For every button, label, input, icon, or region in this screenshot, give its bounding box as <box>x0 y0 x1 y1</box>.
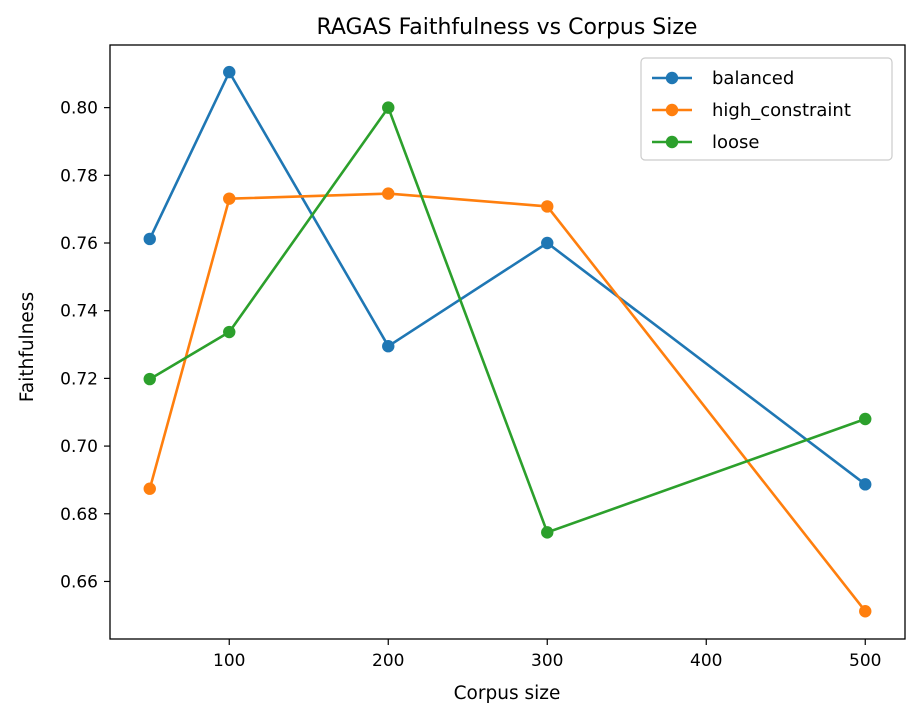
x-tick-label: 300 <box>531 651 563 671</box>
data-point-balanced <box>382 340 395 353</box>
y-tick-label: 0.76 <box>60 234 98 254</box>
y-tick-label: 0.80 <box>60 99 98 119</box>
data-point-balanced <box>143 232 156 246</box>
legend-label-high_constraint: high_constraint <box>712 100 851 121</box>
legend-marker-balanced <box>665 71 679 85</box>
chart-title: RAGAS Faithfulness vs Corpus Size <box>317 15 698 40</box>
data-point-loose <box>382 101 395 114</box>
y-tick-label: 0.66 <box>60 572 98 592</box>
y-tick-label: 0.74 <box>60 302 98 322</box>
y-tick-label: 0.72 <box>60 369 98 389</box>
data-point-balanced <box>541 236 554 250</box>
x-tick-label: 200 <box>372 651 404 671</box>
plot-area-frame <box>109 44 906 640</box>
x-tick-label: 400 <box>690 651 722 671</box>
y-tick-label: 0.78 <box>60 166 98 186</box>
data-point-loose <box>223 325 236 339</box>
y-tick-label: 0.70 <box>60 437 98 457</box>
data-point-loose <box>859 412 872 426</box>
data-point-high_constraint <box>541 200 554 213</box>
y-axis-label: Faithfulness <box>17 292 38 402</box>
legend-box <box>640 57 893 161</box>
legend-label-balanced: balanced <box>712 68 794 89</box>
data-point-balanced <box>859 478 872 491</box>
data-point-balanced <box>223 65 236 79</box>
x-tick-label: 100 <box>213 651 245 671</box>
data-point-high_constraint <box>859 605 872 618</box>
y-tick-label: 0.68 <box>60 505 98 525</box>
x-axis-label: Corpus size <box>454 683 561 704</box>
data-point-high_constraint <box>143 482 156 495</box>
legend-marker-high_constraint <box>665 103 679 117</box>
legend-marker-loose <box>665 135 679 149</box>
x-tick-label: 500 <box>849 651 881 671</box>
data-point-loose <box>541 526 554 539</box>
legend-label-loose: loose <box>712 132 759 153</box>
series-line-loose <box>149 104 866 535</box>
data-point-loose <box>143 372 156 386</box>
data-point-high_constraint <box>382 187 395 200</box>
data-point-high_constraint <box>223 192 236 205</box>
